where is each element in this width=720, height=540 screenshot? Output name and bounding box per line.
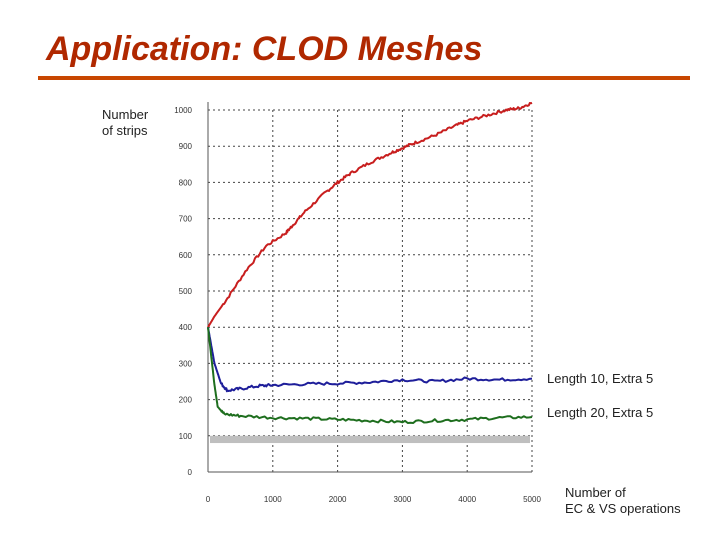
y-tick-label: 300 [179, 359, 193, 368]
title-underline [38, 76, 690, 80]
y-tick-label: 200 [179, 396, 193, 405]
y-axis-label-line-1: Number [102, 107, 149, 122]
y-tick-label: 500 [179, 287, 193, 296]
y-tick-label: 100 [179, 432, 193, 441]
x-tick-label: 0 [206, 495, 211, 504]
y-axis-label-line-2: of strips [102, 123, 148, 138]
x-tick-label: 5000 [523, 495, 541, 504]
y-tick-label: 400 [179, 323, 193, 332]
reference-band [210, 435, 530, 444]
series-line-0 [207, 101, 533, 328]
y-axis-label: Number of strips [102, 107, 172, 139]
x-axis-label-line-2: EC & VS operations [565, 501, 681, 516]
legend-label-length-10: Length 10, Extra 5 [547, 371, 654, 386]
y-tick-label: 900 [179, 142, 193, 151]
y-tick-label: 0 [188, 468, 193, 477]
x-tick-label: 4000 [458, 495, 476, 504]
y-tick-label: 800 [179, 178, 193, 187]
slide-title: Application: CLOD Meshes [46, 30, 483, 68]
legend-label-length-20: Length 20, Extra 5 [547, 405, 654, 420]
x-axis-label-line-1: Number of [565, 485, 626, 500]
series-line-1 [207, 327, 533, 393]
x-tick-label: 2000 [329, 495, 347, 504]
y-tick-label: 700 [179, 215, 193, 224]
x-tick-label: 3000 [394, 495, 412, 504]
x-axis-label: Number of EC & VS operations [565, 485, 715, 517]
series-line-2 [207, 327, 533, 424]
y-tick-label: 600 [179, 251, 193, 260]
x-tick-label: 1000 [264, 495, 282, 504]
y-tick-label: 1000 [174, 106, 192, 115]
